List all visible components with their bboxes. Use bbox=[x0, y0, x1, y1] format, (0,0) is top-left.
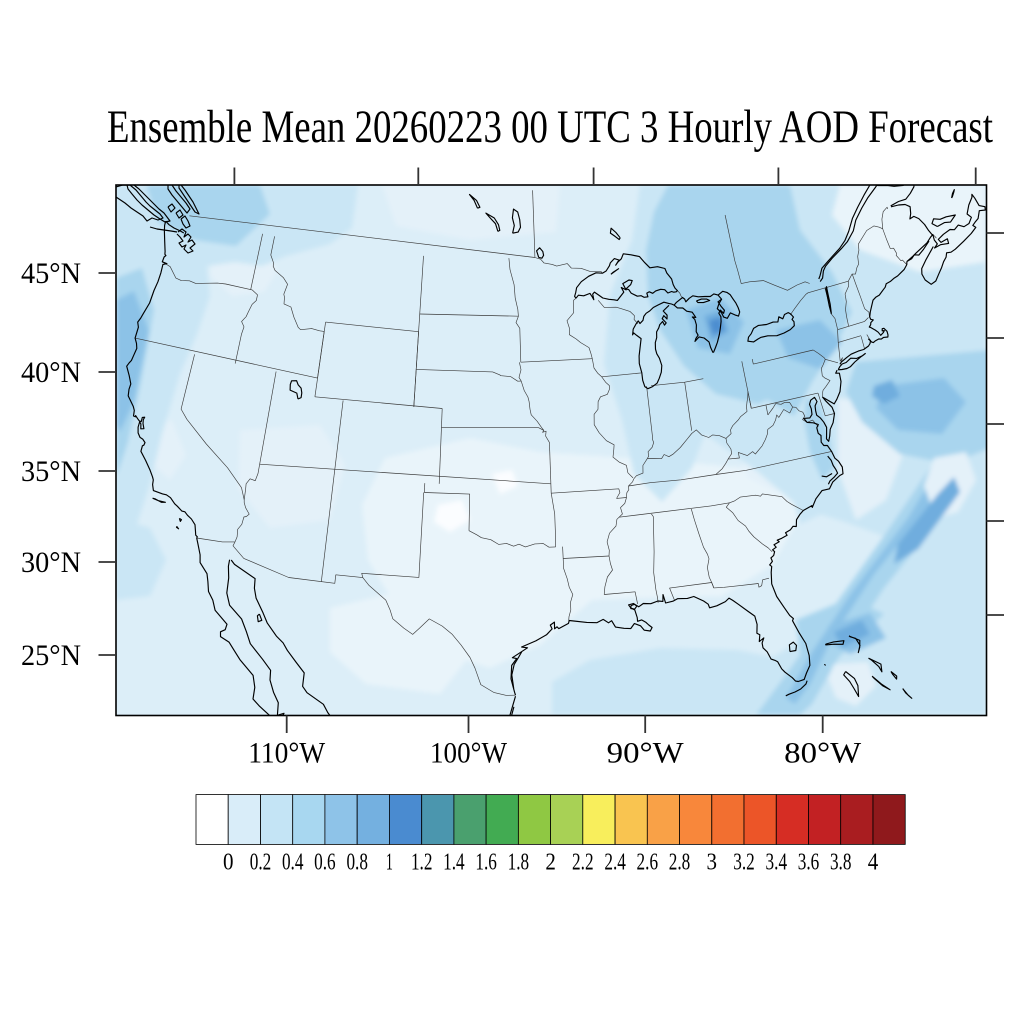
svg-text:3.8: 3.8 bbox=[830, 850, 852, 876]
svg-text:90°W: 90°W bbox=[607, 737, 685, 770]
svg-text:2.6: 2.6 bbox=[637, 850, 659, 876]
svg-text:1.2: 1.2 bbox=[411, 850, 433, 876]
svg-text:1: 1 bbox=[386, 850, 393, 876]
svg-text:110°W: 110°W bbox=[248, 737, 326, 770]
svg-text:1.6: 1.6 bbox=[475, 850, 497, 876]
svg-text:35°N: 35°N bbox=[21, 455, 81, 488]
svg-text:2.8: 2.8 bbox=[669, 850, 691, 876]
svg-text:45°N: 45°N bbox=[21, 257, 81, 290]
svg-text:80°W: 80°W bbox=[784, 737, 862, 770]
svg-text:Ensemble Mean 20260223 00 UTC: Ensemble Mean 20260223 00 UTC 3 Hourly A… bbox=[107, 101, 993, 153]
svg-text:40°N: 40°N bbox=[21, 356, 81, 389]
svg-text:0.4: 0.4 bbox=[282, 850, 304, 876]
svg-text:0: 0 bbox=[223, 850, 234, 876]
svg-text:1.4: 1.4 bbox=[443, 850, 465, 876]
svg-text:0.6: 0.6 bbox=[314, 850, 336, 876]
svg-text:3: 3 bbox=[707, 850, 718, 876]
svg-text:3.6: 3.6 bbox=[798, 850, 820, 876]
svg-text:30°N: 30°N bbox=[21, 546, 81, 579]
svg-text:25°N: 25°N bbox=[21, 639, 81, 672]
svg-text:0.2: 0.2 bbox=[250, 850, 272, 876]
svg-text:1.8: 1.8 bbox=[508, 850, 530, 876]
svg-text:2: 2 bbox=[545, 850, 556, 876]
svg-text:4: 4 bbox=[868, 850, 879, 876]
svg-text:3.2: 3.2 bbox=[733, 850, 755, 876]
svg-text:0.8: 0.8 bbox=[346, 850, 368, 876]
svg-text:2.4: 2.4 bbox=[604, 850, 626, 876]
svg-text:100°W: 100°W bbox=[430, 737, 508, 770]
svg-text:2.2: 2.2 bbox=[572, 850, 594, 876]
svg-text:3.4: 3.4 bbox=[766, 850, 788, 876]
